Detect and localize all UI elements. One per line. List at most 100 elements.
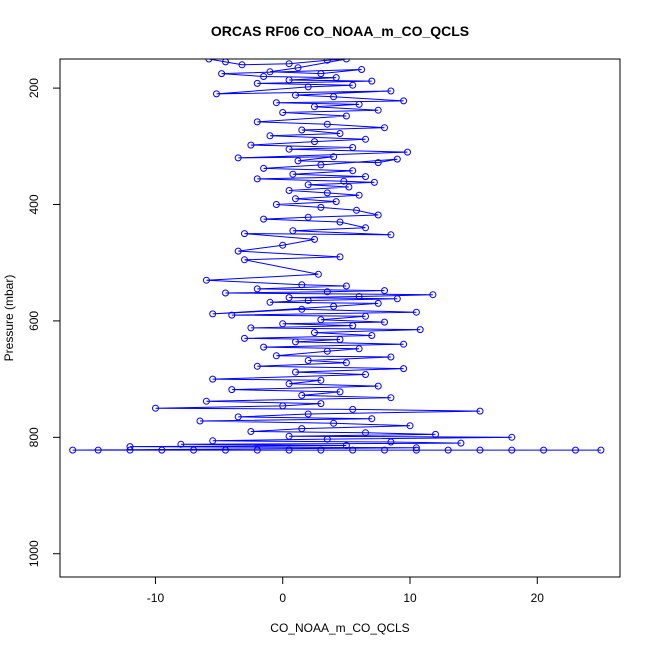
data-point [260,215,268,223]
data-point [368,332,376,339]
data-point [298,305,306,313]
data-point [374,382,382,390]
data-point [323,59,331,64]
data-point [294,157,302,165]
data-point [253,285,261,293]
data-point [393,155,401,163]
data-point [279,109,287,116]
data-point [260,73,268,80]
data-point [412,446,420,454]
data-point [412,444,420,452]
data-point [349,322,357,330]
data-point [209,310,217,318]
data-point [444,446,452,454]
data-point [247,428,255,435]
data-point [289,227,297,235]
data-point [247,324,255,332]
data-point [222,59,229,66]
data-point [342,59,350,63]
data-point [311,235,318,243]
data-point [508,433,516,441]
data-point [234,413,242,421]
data-point [342,112,350,120]
data-point [387,353,395,361]
data-point [317,446,325,454]
data-point [196,417,204,425]
data-point [432,430,439,438]
data-point [355,100,363,108]
data-point [253,79,261,87]
data-point [94,446,102,454]
data-point [374,106,382,114]
data-point [228,311,236,319]
data-point [340,177,348,185]
y-tick-label: 600 [27,311,41,331]
data-point [332,198,340,206]
data-point [362,173,369,181]
data-point [272,352,280,360]
plot-area [69,59,605,454]
data-point [323,288,331,296]
data-point [202,397,210,405]
data-point [393,295,401,303]
data-point [241,334,248,342]
data-point [381,287,388,295]
data-point [266,132,274,140]
data-point [279,241,287,249]
data-point [285,76,293,84]
chart-title: ORCAS RF06 CO_NOAA_m_CO_QCLS [211,23,469,39]
data-point [381,124,388,132]
data-point [260,164,268,172]
series-line [72,59,601,451]
data-point [362,371,369,378]
data-point [228,386,236,394]
data-point [355,345,363,353]
data-point [332,74,340,82]
y-tick-label: 400 [27,194,41,214]
data-point [285,432,293,440]
data-point [330,93,338,101]
data-point [222,289,229,297]
plot-frame [59,58,621,578]
data-point [289,170,297,178]
data-point [400,97,408,105]
data-point [400,365,408,373]
data-point [285,145,293,153]
y-tick-label: 800 [27,427,41,447]
data-point [253,175,261,183]
data-point [241,230,248,238]
data-point [202,276,210,284]
data-point [572,446,579,454]
data-point [279,402,287,410]
data-point [317,70,325,78]
data-point [342,442,350,449]
data-point [374,159,382,167]
x-tick-label: 10 [403,591,417,605]
data-point [253,446,261,454]
data-point [311,103,318,111]
data-point [597,446,605,454]
data-point [311,329,318,337]
data-point [349,405,357,413]
data-point [342,282,350,290]
data-point [317,400,325,408]
data-point [285,446,293,454]
data-point [304,297,312,304]
data-point [317,316,325,324]
data-point [330,302,338,310]
data-point [387,87,395,95]
data-point [362,224,369,232]
data-point [317,203,325,211]
data-point [540,446,548,454]
data-point [400,340,408,348]
data-point [362,135,369,143]
data-point [412,308,420,316]
data-point [222,446,229,454]
y-axis-label: Pressure (mbar) [2,275,16,362]
data-point [266,68,274,76]
data-point [355,191,363,199]
data-point [260,343,268,351]
data-point [285,187,293,194]
data-point [349,144,357,151]
